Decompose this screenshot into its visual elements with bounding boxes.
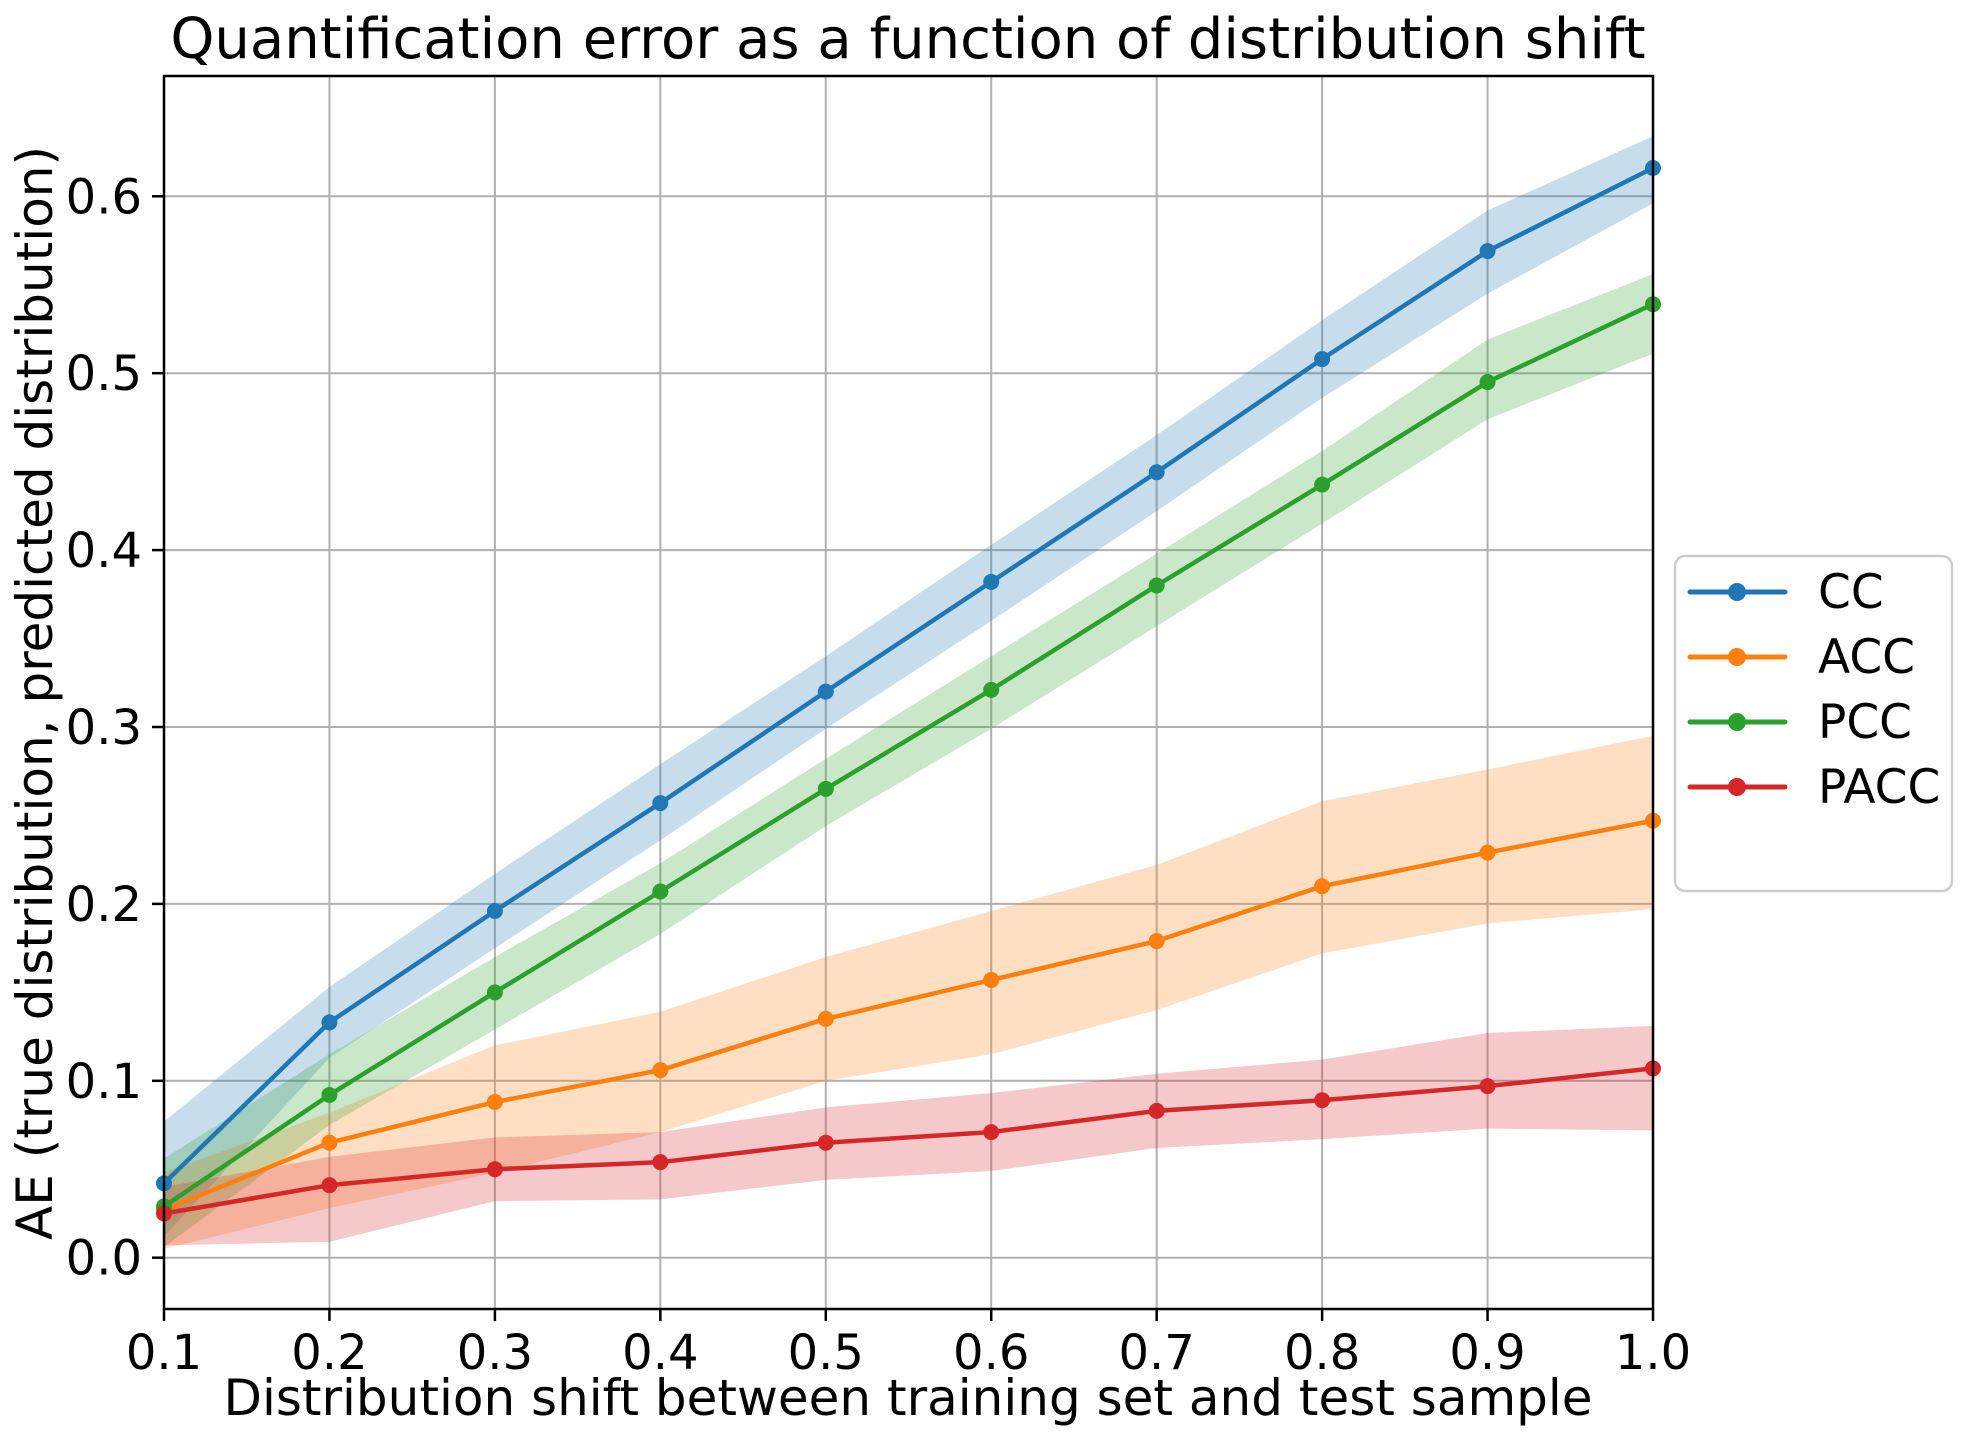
cc-marker — [817, 683, 834, 700]
acc-marker — [983, 971, 1000, 988]
x-tick-label: 1.0 — [1615, 1325, 1691, 1381]
acc-confidence-band — [164, 735, 1653, 1249]
cc-marker — [652, 795, 669, 812]
x-tick-label: 0.9 — [1449, 1325, 1525, 1381]
acc-marker — [1479, 844, 1496, 861]
pacc-marker — [817, 1134, 834, 1151]
legend-marker-sample — [1728, 713, 1746, 731]
y-axis-label: AE (true distribution, predicted distrib… — [6, 146, 64, 1240]
legend-label: PACC — [1818, 760, 1940, 815]
x-axis-label: Distribution shift between training set … — [223, 1369, 1592, 1427]
pacc-marker — [652, 1154, 669, 1171]
y-tick-label: 0.5 — [66, 346, 142, 402]
y-tick-label: 0.0 — [66, 1231, 142, 1287]
legend-item-pcc: PCC — [1687, 695, 1912, 750]
pcc-marker — [321, 1086, 338, 1103]
legend-label: ACC — [1818, 630, 1915, 685]
x-tick-label: 0.5 — [788, 1325, 864, 1381]
acc-marker — [817, 1010, 834, 1027]
cc-marker — [1479, 243, 1496, 260]
x-tick-label: 0.1 — [126, 1325, 202, 1381]
cc-line — [161, 165, 1656, 1186]
pacc-marker — [983, 1124, 1000, 1141]
acc-marker — [1148, 933, 1165, 950]
legend-marker-sample — [1728, 648, 1746, 666]
x-tick-label: 0.7 — [1118, 1325, 1194, 1381]
cc-marker — [1148, 464, 1165, 481]
acc-line — [161, 818, 1656, 1213]
y-tick-label: 0.3 — [66, 700, 142, 756]
x-tick-label: 0.4 — [622, 1325, 698, 1381]
y-tick-label: 0.1 — [66, 1054, 142, 1110]
pcc-marker — [652, 883, 669, 900]
legend-box — [1673, 554, 1954, 893]
pcc-marker — [1148, 577, 1165, 594]
legend-label: PCC — [1818, 695, 1912, 750]
y-tick-label: 0.6 — [66, 169, 142, 225]
pcc-marker — [486, 984, 503, 1001]
pcc-confidence-band — [164, 274, 1653, 1248]
legend-item-acc: ACC — [1687, 630, 1915, 685]
acc-marker — [652, 1062, 669, 1079]
cc-marker — [1314, 351, 1331, 368]
pacc-marker — [1314, 1092, 1331, 1109]
y-tick-label: 0.2 — [66, 877, 142, 933]
legend-item-cc: CC — [1687, 565, 1884, 620]
plot-border — [162, 74, 1655, 1311]
x-tick-label: 0.6 — [953, 1325, 1029, 1381]
pcc-line — [161, 301, 1656, 1209]
x-tick-label: 0.3 — [457, 1325, 533, 1381]
cc-marker — [321, 1014, 338, 1031]
pacc-marker — [1148, 1102, 1165, 1119]
cc-confidence-band — [164, 136, 1653, 1237]
acc-marker — [1314, 878, 1331, 895]
pacc-line — [161, 1066, 1656, 1216]
tick-layer: 0.1 0.2 0.3 0.4 0.5 0.6 0.7 0.8 0.9 1.0 0.0 0.1 0.2 0… — [66, 169, 1692, 1381]
legend-marker-sample — [1728, 583, 1746, 601]
pcc-marker — [817, 780, 834, 797]
pacc-marker — [1479, 1078, 1496, 1095]
chart-title: Quantification error as a function of di… — [170, 7, 1645, 72]
pacc-marker — [321, 1177, 338, 1194]
pacc-marker — [486, 1161, 503, 1178]
pcc-marker — [1314, 476, 1331, 493]
y-tick-label: 0.4 — [66, 523, 142, 579]
pcc-marker — [983, 681, 1000, 698]
x-tick-label: 0.8 — [1284, 1325, 1360, 1381]
acc-marker — [486, 1094, 503, 1111]
legend-label: CC — [1818, 565, 1884, 620]
x-tick-label: 0.2 — [291, 1325, 367, 1381]
cc-marker — [486, 902, 503, 919]
pcc-marker — [1479, 374, 1496, 391]
cc-marker — [983, 573, 1000, 590]
acc-marker — [321, 1134, 338, 1151]
legend-marker-sample — [1728, 778, 1746, 796]
legend: CC ACC PCC PACC — [1673, 554, 1954, 893]
legend-item-pacc: PACC — [1687, 760, 1940, 815]
confidence-band-layer — [164, 136, 1653, 1249]
